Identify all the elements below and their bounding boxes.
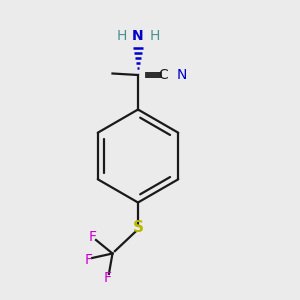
Text: F: F [89, 230, 97, 244]
Text: H: H [149, 29, 160, 43]
Text: C: C [159, 68, 168, 82]
Text: N: N [176, 68, 187, 82]
Text: F: F [104, 271, 112, 284]
Text: H: H [116, 29, 127, 43]
Text: F: F [85, 253, 92, 266]
Text: S: S [133, 220, 143, 236]
Text: N: N [132, 29, 144, 43]
